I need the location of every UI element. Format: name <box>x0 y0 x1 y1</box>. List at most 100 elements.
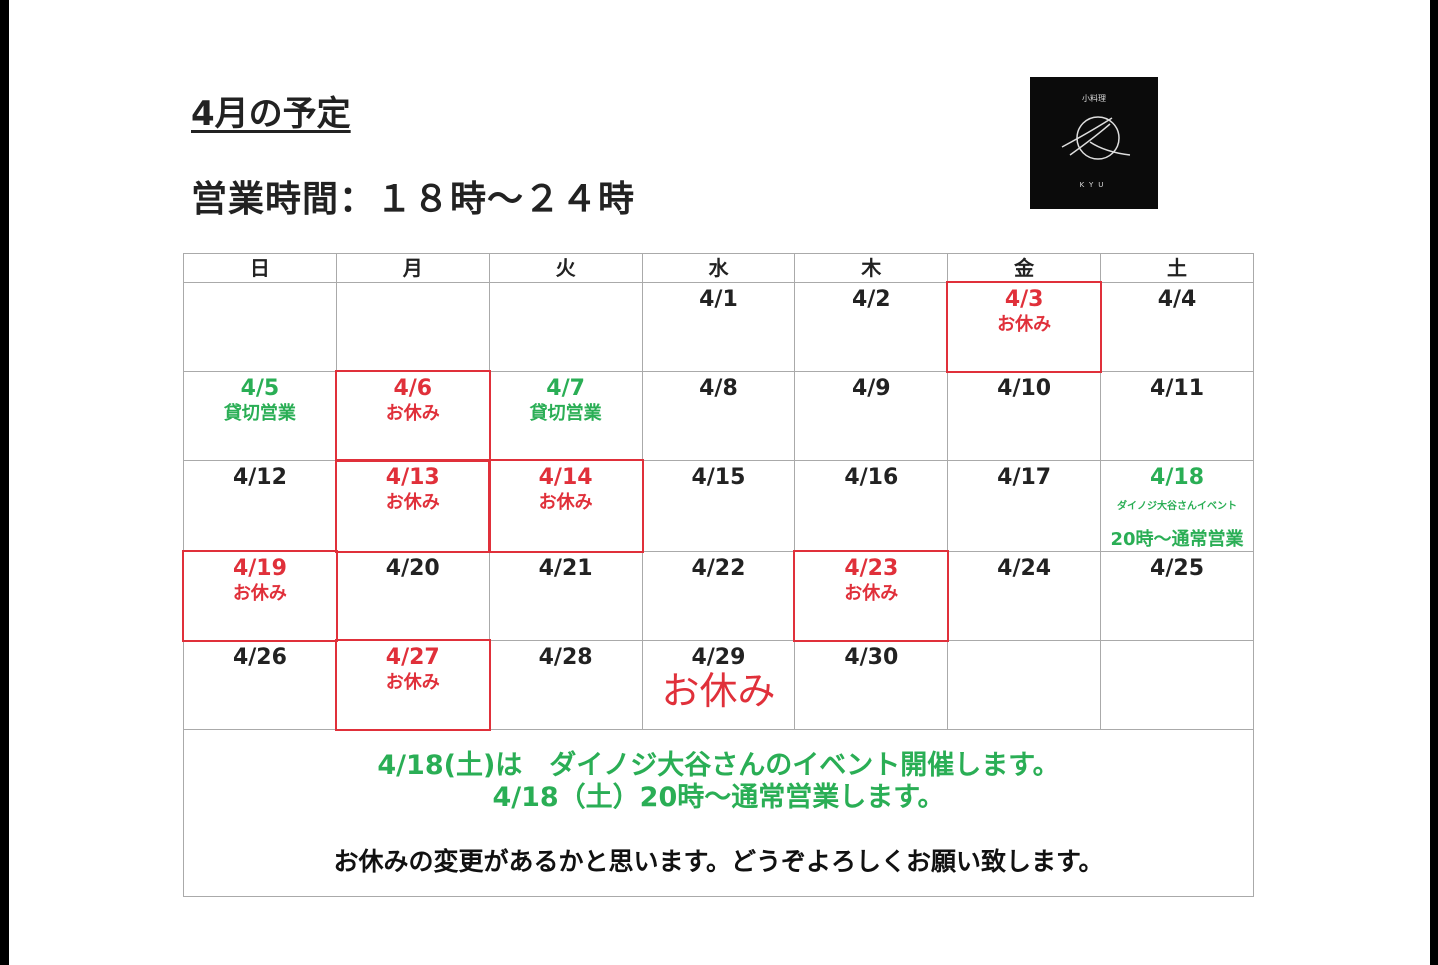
calendar-week: 4/19 お休み 4/20 4/21 4/22 4/23 お休み 4/24 4/25 <box>182 550 1254 643</box>
calendar-day: 4/30 <box>794 640 949 730</box>
calendar-day: 4/27 お休み <box>335 639 492 732</box>
calendar-day: 4/18 ダイノジ大谷さんイベント 20時～通常営業 <box>1100 460 1254 552</box>
calendar-day: 4/12 <box>183 460 337 552</box>
weekday-header: 火 <box>488 253 643 283</box>
calendar: 日月火水木金土 4/1 4/2 4/3 お休み 4/4 4/5 貸切営業 4/6 お休み 4/7 貸… <box>182 253 1254 897</box>
logo-text-en: KYU <box>1079 181 1109 189</box>
day-date: 4/2 <box>851 287 891 312</box>
calendar-day: 4/13 お休み <box>335 459 492 554</box>
logo: 小料理 KYU <box>1030 77 1158 209</box>
day-date: 4/12 <box>232 465 287 490</box>
day-date: 4/30 <box>844 645 899 670</box>
day-note: お休み <box>385 492 440 513</box>
calendar-day: 4/11 <box>1100 371 1254 461</box>
page: 4月の予定 営業時間：１８時～２４時 小料理 KYU 日月火水木金土 4/1 4/… <box>9 0 1430 965</box>
weekday-header: 木 <box>794 253 949 283</box>
day-date: 4/15 <box>691 465 746 490</box>
calendar-day: 4/2 <box>794 282 949 372</box>
day-date: 4/23 <box>844 556 899 581</box>
calendar-day: 4/22 <box>641 551 796 641</box>
page-title: 4月の予定 <box>191 94 351 134</box>
day-note: お休み <box>538 492 593 513</box>
day-date: 4/27 <box>385 645 440 670</box>
calendar-day: 4/19 お休み <box>182 550 339 643</box>
calendar-day: 4/3 お休み <box>946 281 1103 374</box>
day-date: 4/5 <box>240 376 280 401</box>
day-date: 4/1 <box>699 287 738 312</box>
weekday-header: 土 <box>1100 253 1254 283</box>
calendar-empty-cell <box>335 282 490 372</box>
day-date: 4/14 <box>538 465 593 490</box>
day-date: 4/26 <box>232 645 287 670</box>
day-date: 4/7 <box>546 376 585 401</box>
calendar-day: 4/26 <box>183 640 337 730</box>
day-note: お休み <box>385 403 440 424</box>
calendar-empty-cell <box>1100 640 1254 730</box>
calendar-day: 4/24 <box>947 551 1102 641</box>
day-date: 4/10 <box>997 376 1052 401</box>
footer-notes: 4/18(土)は ダイノジ大谷さんのイベント開催します。 4/18（土）20時～通… <box>183 729 1254 897</box>
day-date: 4/18 <box>1150 465 1205 490</box>
day-date: 4/21 <box>538 556 593 581</box>
calendar-day: 4/17 <box>947 460 1102 552</box>
day-date: 4/11 <box>1150 376 1205 401</box>
weekday-header: 日 <box>183 253 337 283</box>
day-date: 4/13 <box>385 465 440 490</box>
calendar-empty-cell <box>488 282 643 372</box>
calendar-day: 4/10 <box>947 371 1102 461</box>
weekday-header: 金 <box>947 253 1102 283</box>
footer-hours-note: 4/18（土）20時～通常営業します。 <box>492 782 945 813</box>
calendar-day: 4/5 貸切営業 <box>183 371 337 461</box>
day-note: 貸切営業 <box>223 403 296 424</box>
logo-text-jp: 小料理 <box>1082 94 1106 103</box>
day-date: 4/19 <box>232 556 287 581</box>
day-note: ダイノジ大谷さんイベント <box>1117 501 1238 512</box>
calendar-empty-cell <box>947 640 1102 730</box>
day-date: 4/17 <box>997 465 1052 490</box>
day-note: 貸切営業 <box>529 403 602 424</box>
calendar-day: 4/7 貸切営業 <box>488 371 643 461</box>
calendar-day: 4/23 お休み <box>793 550 950 643</box>
calendar-day: 4/8 <box>641 371 796 461</box>
day-date: 4/22 <box>691 556 746 581</box>
calendar-week: 4/1 4/2 4/3 お休み 4/4 <box>183 281 1254 374</box>
day-note: お休み <box>385 672 440 693</box>
calendar-day: 4/6 お休み <box>335 370 492 463</box>
business-hours: 営業時間：１８時～２４時 <box>191 179 636 220</box>
calendar-day: 4/20 <box>335 551 490 641</box>
day-date: 4/4 <box>1157 287 1197 312</box>
calendar-day: 4/29 お休み <box>641 640 796 730</box>
logo-mark-icon <box>1061 116 1131 160</box>
day-date: 4/24 <box>997 556 1052 581</box>
day-date: 4/20 <box>385 556 440 581</box>
calendar-day: 4/25 <box>1100 551 1254 641</box>
day-date: 4/28 <box>538 645 593 670</box>
calendar-day: 4/9 <box>794 371 949 461</box>
day-date: 4/9 <box>851 376 891 401</box>
calendar-week: 4/26 4/27 お休み 4/28 4/29 お休み 4/30 <box>183 639 1254 732</box>
weekday-header: 月 <box>335 253 490 283</box>
day-date: 4/25 <box>1150 556 1205 581</box>
calendar-day: 4/14 お休み <box>488 459 644 554</box>
day-date: 4/16 <box>844 465 899 490</box>
day-date: 4/8 <box>699 376 738 401</box>
footer-event-note: 4/18(土)は ダイノジ大谷さんのイベント開催します。 <box>377 750 1060 781</box>
calendar-day: 4/4 <box>1100 282 1254 372</box>
day-date: 4/6 <box>393 376 433 401</box>
day-note-2: 20時～通常営業 <box>1110 529 1244 550</box>
calendar-day: 4/21 <box>488 551 643 641</box>
calendar-day: 4/15 <box>641 460 796 552</box>
calendar-week: 4/5 貸切営業 4/6 お休み 4/7 貸切営業 4/8 4/9 4/10 4/11 <box>183 370 1254 463</box>
calendar-day: 4/1 <box>641 282 796 372</box>
day-note: お休み <box>844 583 899 604</box>
calendar-week: 4/12 4/13 お休み 4/14 お休み 4/15 4/16 4/17 4/18 ダイノジ大谷… <box>183 459 1254 554</box>
day-note: お休み <box>997 314 1052 335</box>
day-note: お休み <box>232 583 287 604</box>
day-note: お休み <box>661 669 776 713</box>
footer-change-note: お休みの変更があるかと思います。どうぞよろしくお願い致します。 <box>333 847 1104 876</box>
weekday-header: 水 <box>641 253 796 283</box>
day-date: 4/29 <box>691 645 746 670</box>
calendar-day: 4/16 <box>794 460 949 552</box>
day-date: 4/3 <box>1004 287 1044 312</box>
calendar-empty-cell <box>183 282 337 372</box>
